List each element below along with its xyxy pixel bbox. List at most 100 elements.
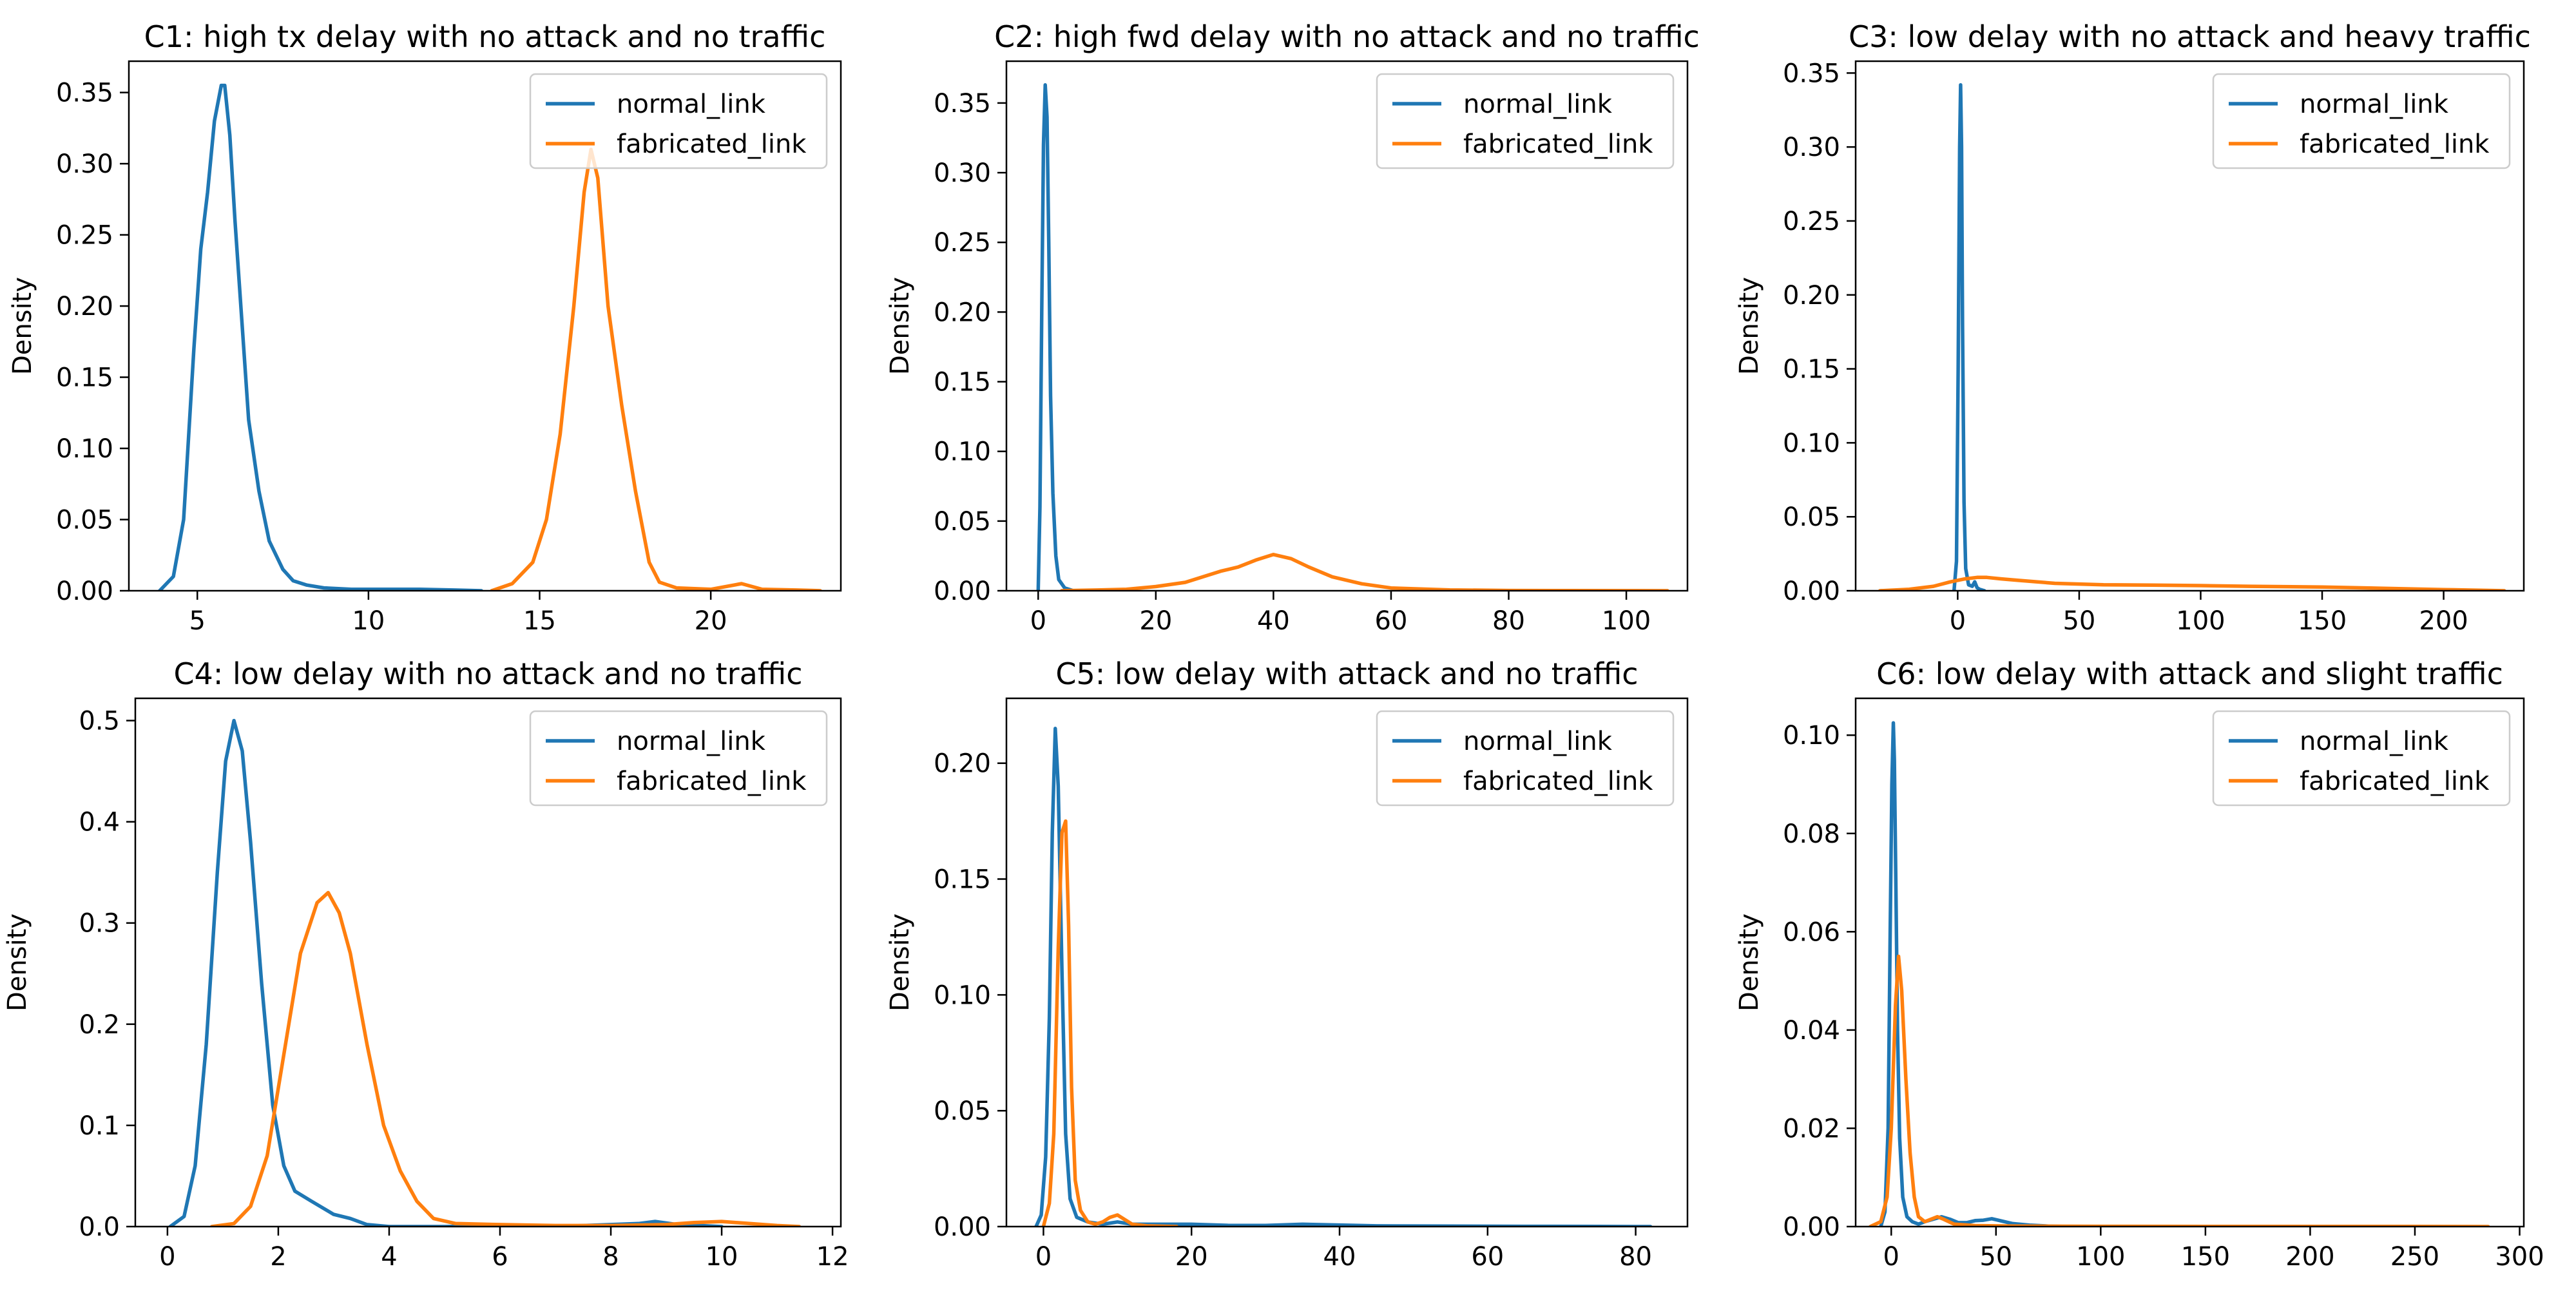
y-axis-label: Density [3,913,32,1011]
y-axis-label: Density [1735,277,1764,375]
axes-frame [134,697,842,1228]
y-tick-label: 0.04 [1783,1016,1840,1046]
axes-frame [1005,697,1689,1228]
series-line-normal_link [1036,83,1075,591]
y-tick-label: 0.30 [56,149,113,179]
x-tick-label: 12 [816,1242,849,1272]
x-tick-label: 250 [2390,1242,2439,1272]
y-tick-label: 0.3 [79,909,120,939]
x-tick-label: 80 [1492,606,1525,636]
legend-label-fabricated_link: fabricated_link [617,129,807,159]
series-line-normal_link [1879,721,2071,1227]
y-tick-label: 0.10 [56,434,113,464]
y-axis-label: Density [885,913,915,1011]
x-tick-label: 0 [1883,1242,1899,1272]
x-tick-label: 150 [2181,1242,2230,1272]
y-tick-label: 0.00 [1783,1212,1840,1242]
subplot-title: C2: high fwd delay with no attack and no… [994,19,1700,54]
subplot-4: 0 2 4 6 8 10 12 0.0 0.1 0.2 0.3 0.4 0.5 Density C4: lo… [3,656,849,1272]
y-tick-label: 0.25 [934,228,991,258]
y-tick-label: 0.10 [934,980,991,1010]
x-tick-label: 2 [270,1242,286,1272]
y-tick-label: 0.2 [79,1010,120,1040]
series-line-normal_link [158,83,483,591]
legend-box [529,73,828,169]
y-tick-label: 0.0 [79,1212,120,1242]
series-line-fabricated_link [1060,553,1669,591]
x-tick-label: 40 [1323,1242,1356,1272]
x-tick-label: 200 [2419,606,2468,636]
y-tick-label: 0.05 [934,1096,991,1126]
y-tick-label: 0.20 [56,292,113,321]
y-axis-label: Density [1735,913,1764,1011]
x-tick-label: 40 [1257,606,1290,636]
y-tick-label: 0.35 [1783,59,1840,88]
y-tick-label: 0.10 [1783,721,1840,751]
x-tick-label: 0 [1035,1242,1052,1272]
y-tick-label: 0.15 [934,865,991,895]
y-tick-label: 0.5 [79,707,120,736]
subplot-3: 0 50 100 150 200 0.00 0.05 0.10 0.15 0.20 0.25 0.30… [1735,19,2531,636]
legend-label-normal_link: normal_link [2300,90,2449,119]
x-tick-label: 0 [159,1242,175,1272]
y-tick-label: 0.00 [1783,577,1840,606]
legend-label-fabricated_link: fabricated_link [1463,129,1653,159]
legend-label-fabricated_link: fabricated_link [1463,767,1653,796]
y-tick-label: 0.30 [934,158,991,188]
axes-frame [1005,60,1689,592]
y-axis-label: Density [8,277,37,375]
subplot-1: 5 10 15 20 0.00 0.05 0.10 0.15 0.20 0.25 0.30 0.35 D… [8,19,842,636]
y-tick-label: 0.35 [56,79,113,108]
x-tick-label: 50 [2062,606,2095,636]
series-line-fabricated_link [490,148,822,591]
series-line-fabricated_link [1869,954,2490,1227]
legend-label-fabricated_link: fabricated_link [2300,129,2490,159]
x-tick-label: 100 [1602,606,1651,636]
y-tick-label: 0.35 [934,89,991,119]
subplot-5: 0 20 40 60 80 0.00 0.05 0.10 0.15 0.20 Density C5: … [885,656,1689,1272]
y-tick-label: 0.25 [56,221,113,251]
y-tick-label: 0.05 [56,506,113,535]
y-tick-label: 0.30 [1783,133,1840,162]
x-tick-label: 60 [1471,1242,1504,1272]
series-line-normal_link [1034,727,1653,1227]
y-tick-label: 0.10 [1783,428,1840,458]
series-line-fabricated_link [1878,575,2506,591]
legend-box [2212,73,2511,169]
subplot-title: C1: high tx delay with no attack and no … [144,19,826,54]
x-tick-label: 0 [1950,606,1966,636]
subplot-title: C6: low delay with attack and slight tra… [1876,656,2503,691]
y-tick-label: 0.15 [934,368,991,397]
subplot-2: 0 20 40 60 80 100 0.00 0.05 0.10 0.15 0.20 0.25 0.30… [885,19,1700,636]
x-tick-label: 20 [1139,606,1172,636]
axes-frame [1854,60,2525,592]
axes-frame [1854,697,2525,1228]
x-tick-label: 10 [352,606,385,636]
x-tick-label: 50 [1979,1242,2012,1272]
y-tick-label: 0.08 [1783,819,1840,849]
series-line-normal_link [1952,82,1986,591]
x-tick-label: 100 [2176,606,2225,636]
y-tick-label: 0.06 [1783,917,1840,947]
legend-label-normal_link: normal_link [2300,727,2449,756]
legend-box [2212,710,2511,807]
legend-label-normal_link: normal_link [1463,90,1613,119]
axes-frame [128,60,842,592]
y-tick-label: 0.02 [1783,1114,1840,1143]
y-tick-label: 0.20 [934,298,991,327]
x-tick-label: 6 [492,1242,508,1272]
y-tick-label: 0.05 [1783,502,1840,532]
x-tick-label: 4 [381,1242,397,1272]
x-tick-label: 0 [1030,606,1046,636]
series-line-fabricated_link [209,890,802,1227]
legend-label-normal_link: normal_link [617,90,766,119]
x-tick-label: 20 [695,606,727,636]
subplot-title: C3: low delay with no attack and heavy t… [1849,19,2531,54]
x-tick-label: 60 [1375,606,1408,636]
y-tick-label: 0.00 [56,577,113,606]
x-tick-label: 100 [2076,1242,2125,1272]
legend-label-normal_link: normal_link [617,727,766,756]
x-tick-label: 300 [2495,1242,2544,1272]
legend-box [1376,710,1675,807]
